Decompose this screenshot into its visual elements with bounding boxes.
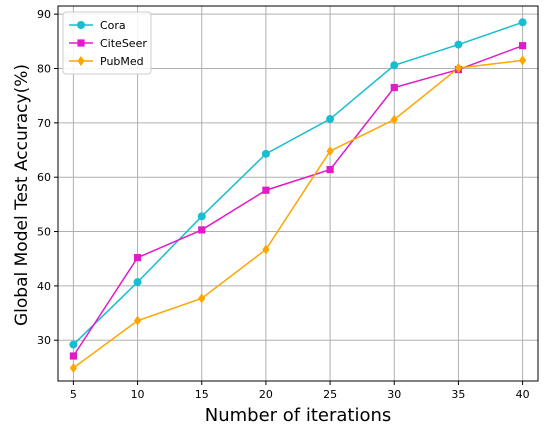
x-tick-label: 15 [195,388,209,401]
x-axis-label: Number of iterations [205,405,392,426]
x-tick-label: 30 [387,388,401,401]
legend: Cora CiteSeer PubMed [62,11,152,75]
data-point-citeseer [390,83,398,92]
y-tick-label: 30 [37,334,51,347]
data-point-cora [69,340,78,349]
x-tick-label: 40 [516,388,530,401]
legend-label-cora: Cora [100,19,126,32]
data-point-pubmed [262,244,270,255]
data-point-cora [326,115,335,124]
data-point-cora [261,149,270,158]
plot-frame [57,5,539,382]
y-tick-label: 40 [37,280,51,293]
data-point-pubmed [326,146,334,157]
series-line-citeseer [72,44,523,357]
data-point-cora [454,40,463,49]
series-markers [69,18,527,373]
x-tick-label: 5 [70,388,77,401]
y-axis-ticks: 30 40 50 60 70 80 90 [37,8,58,347]
x-tick-label: 10 [131,388,145,401]
series-line-pubmed [72,59,523,369]
x-axis-ticks: 5 10 15 20 25 30 35 40 [70,381,530,401]
legend-marker-citeseer [77,39,85,47]
data-point-citeseer [262,186,270,194]
legend-label-pubmed: PubMed [100,55,144,68]
data-point-citeseer [133,254,142,262]
series-line-cora [72,21,523,346]
data-point-cora [133,278,142,287]
data-point-cora [518,18,527,27]
y-axis-label: Global Model Test Accuracy(%) [12,64,32,326]
data-point-pubmed [69,362,78,373]
data-point-pubmed [133,315,142,326]
x-tick-label: 35 [451,388,465,401]
data-point-cora [197,212,206,221]
y-tick-label: 60 [37,171,51,184]
data-point-citeseer [198,226,206,234]
data-point-cora [390,61,399,70]
y-tick-label: 50 [37,226,51,239]
y-tick-label: 80 [37,63,51,76]
data-point-pubmed [198,293,206,304]
y-tick-label: 90 [37,8,51,21]
data-point-citeseer [518,42,527,50]
y-tick-label: 70 [37,117,51,130]
data-point-pubmed [518,55,527,66]
data-point-citeseer [69,352,78,360]
series-lines [72,21,523,369]
data-point-pubmed [390,114,398,125]
x-tick-label: 25 [323,388,337,401]
legend-label-citeseer: CiteSeer [100,37,147,50]
data-point-citeseer [326,165,334,174]
x-tick-label: 20 [259,388,273,401]
data-point-pubmed [454,62,463,73]
legend-marker-cora [77,21,85,29]
legend-marker-pubmed [77,56,85,66]
legend-box [62,11,152,75]
